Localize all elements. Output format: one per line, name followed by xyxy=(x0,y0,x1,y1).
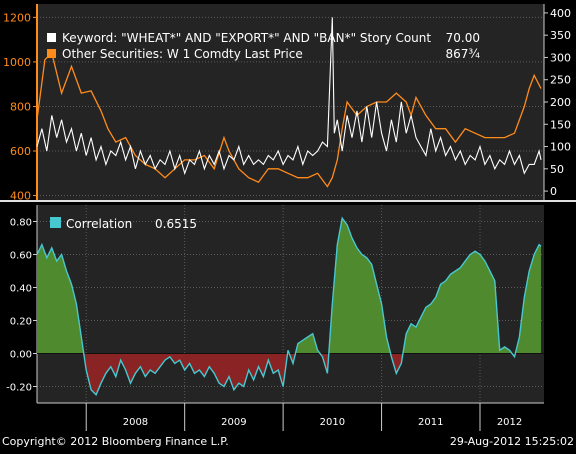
bottom-axis-tick-label: -0.20 xyxy=(6,383,32,394)
bottom-axis-tick-label: 0.60 xyxy=(10,251,32,262)
right-axis-tick-label: 200 xyxy=(550,96,571,109)
bottom-axis-tick-label: 0.40 xyxy=(10,284,32,295)
legend-label-correlation: Correlation xyxy=(66,217,132,231)
bottom-legend: Correlation 0.6515 xyxy=(50,217,197,231)
left-axis-tick-label: 1200 xyxy=(3,11,31,24)
right-axis-tick-label: 350 xyxy=(550,29,571,42)
legend-swatch-correlation xyxy=(50,217,61,228)
right-axis-tick-label: 150 xyxy=(550,118,571,131)
left-axis-tick-label: 600 xyxy=(10,145,31,158)
right-axis-tick-label: 100 xyxy=(550,141,571,154)
right-axis-tick-label: 250 xyxy=(550,74,571,87)
x-axis-tick-label: 2011 xyxy=(418,417,443,428)
legend-value-correlation: 0.6515 xyxy=(155,217,197,231)
bottom-axis-tick-label: 0.00 xyxy=(10,350,32,361)
x-axis-tick-label: 2010 xyxy=(320,417,345,428)
series-line-wheat-price xyxy=(36,51,542,188)
right-axis-tick-label: 0 xyxy=(550,185,557,198)
bottom-axis-tick-label: 0.20 xyxy=(10,317,32,328)
legend-label-wheat: Other Securities: W 1 Comdty Last Price xyxy=(62,47,303,61)
right-axis-tick-label: 400 xyxy=(550,7,571,20)
legend-value-keyword: 70.00 xyxy=(446,31,480,45)
right-axis-tick-label: 300 xyxy=(550,51,571,64)
bottom-panel: 0.80 0.60 0.40 0.20 0.00 -0.20 Correlation 0.… xyxy=(6,205,544,403)
timestamp-text: 29-Aug-2012 15:25:02 xyxy=(450,435,574,448)
x-axis: 2008 2009 2010 2011 2012 xyxy=(37,402,544,431)
correlation-line xyxy=(36,216,542,397)
x-axis-tick-label: 2012 xyxy=(497,417,522,428)
x-axis-tick-label: 2009 xyxy=(221,417,246,428)
bottom-axis-tick-label: 0.80 xyxy=(10,218,32,229)
left-axis-tick-label: 1000 xyxy=(3,56,31,69)
legend-value-wheat: 867¾ xyxy=(445,47,480,61)
correlation-negative-area xyxy=(37,353,541,395)
legend-swatch-wheat xyxy=(47,49,56,58)
copyright-text: Copyright© 2012 Bloomberg Finance L.P. xyxy=(2,435,229,448)
left-axis-tick-label: 800 xyxy=(10,100,31,113)
left-axis-tick-label: 400 xyxy=(10,190,31,203)
legend-label-keyword: Keyword: "WHEAT*" AND "EXPORT*" AND "BAN… xyxy=(62,31,431,45)
top-plot-area xyxy=(37,4,544,200)
series-line-story-count xyxy=(36,17,542,176)
top-legend: Keyword: "WHEAT*" AND "EXPORT*" AND "BAN… xyxy=(47,31,480,61)
x-axis-tick-label: 2008 xyxy=(123,417,148,428)
top-panel: 400 600 800 1000 1200 0 50 100 150 200 250 300 350 4… xyxy=(3,4,571,203)
legend-swatch-keyword xyxy=(47,33,56,42)
right-axis-tick-label: 50 xyxy=(550,163,564,176)
